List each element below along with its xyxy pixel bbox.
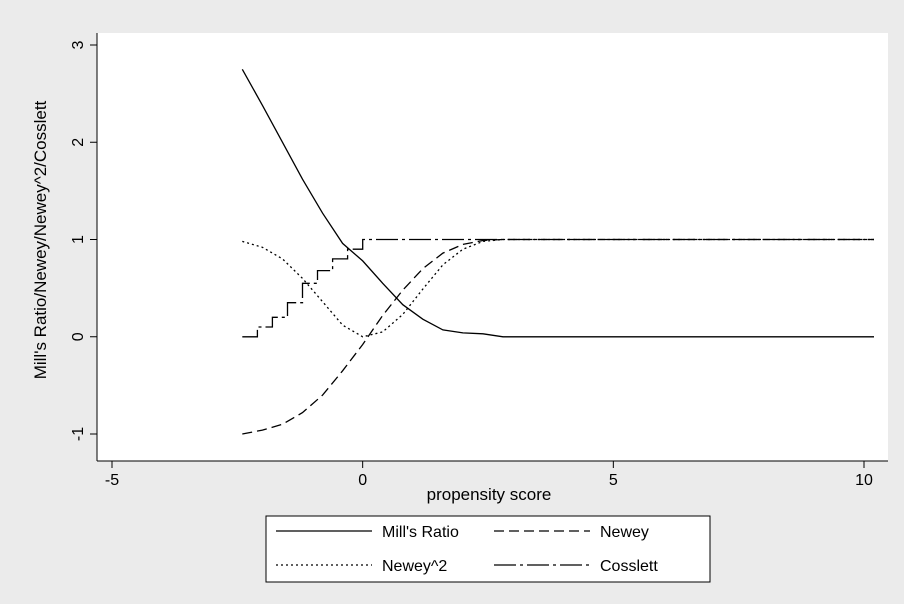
x-tick-label: -5 — [105, 472, 119, 489]
y-tick-label: -1 — [70, 427, 87, 441]
x-tick-label: 10 — [855, 472, 873, 489]
legend-label: Newey^2 — [382, 558, 447, 575]
axes: -5 0 5 10 -1 0 1 2 3 — [70, 33, 888, 489]
series-line-newey — [242, 238, 874, 435]
legend-box — [265, 515, 711, 583]
legend-label: Cosslett — [600, 558, 658, 575]
series-line-cosslett — [242, 238, 874, 338]
plot-area — [97, 33, 888, 461]
y-axis-label: Mill's Ratio/Newey/Newey^2/Cosslett — [31, 100, 50, 379]
series-lines — [241, 68, 874, 435]
y-tick-label: 1 — [70, 235, 87, 244]
series-line-mill-s-ratio — [241, 68, 874, 338]
x-tick-label: 0 — [358, 472, 367, 489]
y-tick-label: 2 — [70, 138, 87, 147]
legend: Mill's Ratio Newey Newey^2 Cosslett — [265, 515, 711, 583]
y-tick-label: 3 — [70, 40, 87, 49]
x-axis-label: propensity score — [427, 485, 552, 504]
x-tick-label: 5 — [609, 472, 618, 489]
legend-label: Mill's Ratio — [382, 524, 459, 541]
legend-label: Newey — [600, 524, 649, 541]
y-tick-label: 0 — [70, 332, 87, 341]
